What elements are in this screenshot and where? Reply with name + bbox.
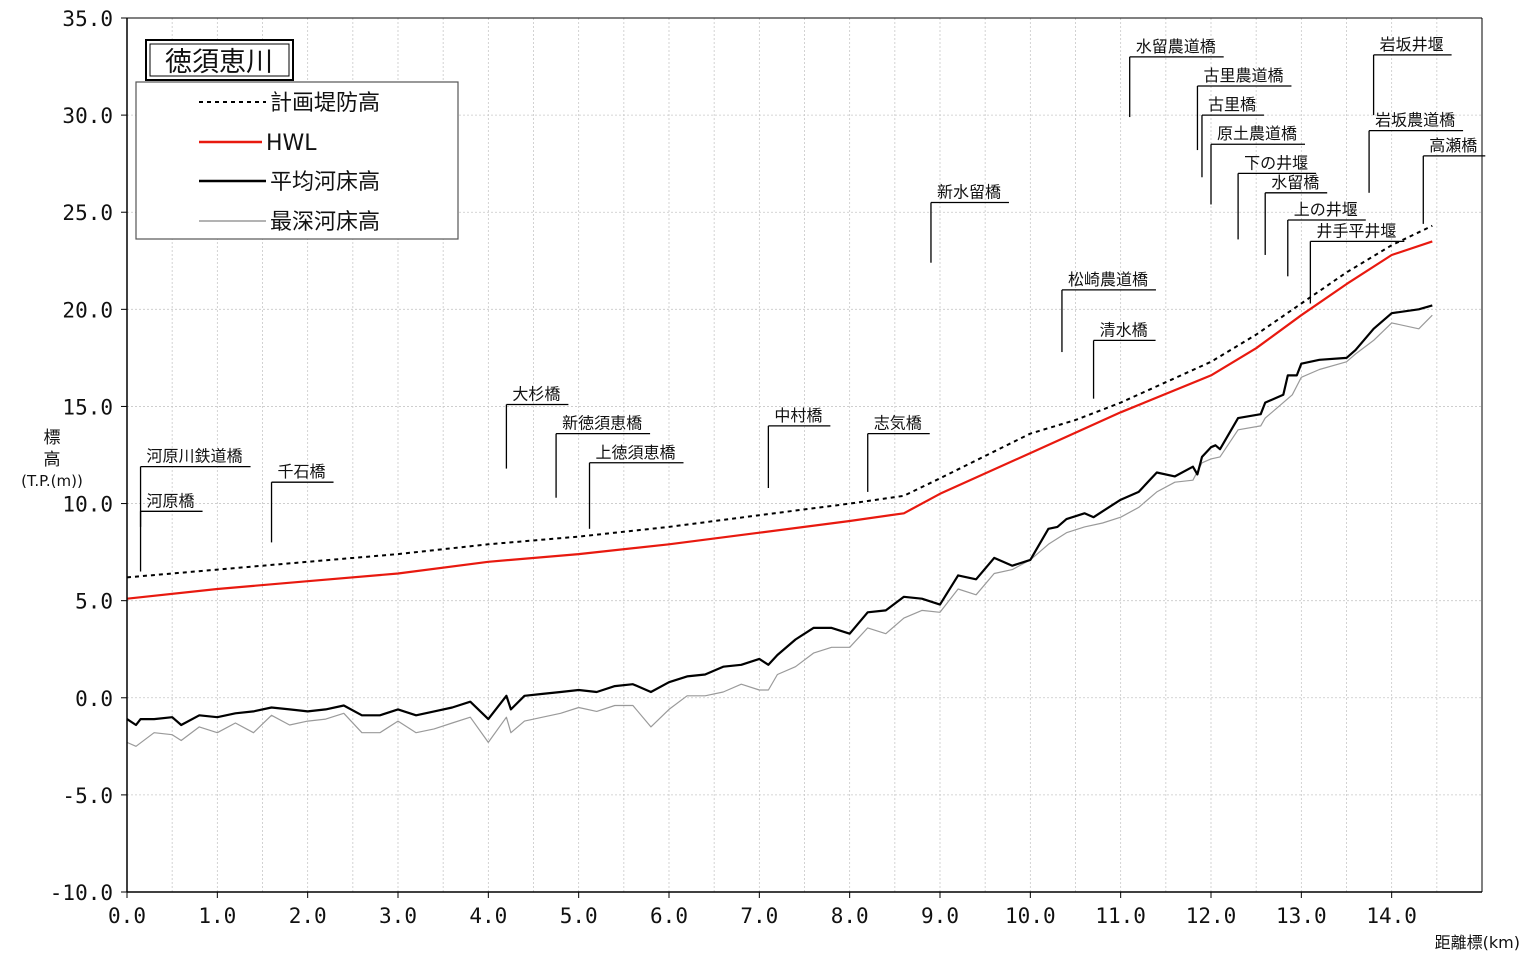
y-axis-label-char-1: 標 bbox=[44, 428, 61, 448]
bridge-marker: 下の井堰 bbox=[1237, 153, 1317, 240]
y-tick-label: 0.0 bbox=[75, 687, 113, 711]
bridge-label: 古里橋 bbox=[1208, 95, 1256, 114]
bridge-marker: 大杉橋 bbox=[505, 385, 569, 469]
bridge-label: 清水橋 bbox=[1100, 320, 1148, 339]
bridge-label: 河原川鉄道橋 bbox=[147, 447, 243, 466]
legend-label-plan-levee: 計画堤防高 bbox=[270, 91, 380, 116]
bridge-label: 志気橋 bbox=[874, 414, 922, 433]
legend-item-plan-levee: 計画堤防高 bbox=[199, 91, 380, 116]
legend: 計画堤防高 HWL 平均河床高 最深河床高 bbox=[135, 81, 459, 240]
bridge-label: 岩坂井堰 bbox=[1380, 35, 1444, 54]
bridge-label: 下の井堰 bbox=[1244, 153, 1308, 172]
y-tick-label: 10.0 bbox=[62, 493, 113, 517]
legend-label-hwl: HWL bbox=[266, 131, 317, 156]
chart-title: 徳須恵川 bbox=[145, 39, 294, 81]
y-tick-labels: -10.0 -5.0 0.0 5.0 10.0 15.0 20.0 25.0 30.0 35.0 bbox=[50, 7, 127, 905]
legend-item-mean-bed: 平均河床高 bbox=[199, 170, 380, 195]
x-tick-label: 14.0 bbox=[1366, 904, 1417, 928]
bridge-label: 上徳須恵橋 bbox=[596, 443, 676, 462]
bridge-label: 上の井堰 bbox=[1294, 200, 1358, 219]
x-tick-label: 2.0 bbox=[289, 904, 327, 928]
legend-label-mean-bed: 平均河床高 bbox=[270, 170, 380, 195]
bridge-marker: 岩坂井堰 bbox=[1372, 35, 1452, 116]
y-axis-label-unit: (T.P.(m)) bbox=[21, 472, 83, 490]
bridge-label: 新徳須恵橋 bbox=[562, 414, 642, 433]
bridge-marker: 原土農道橋 bbox=[1210, 124, 1305, 205]
bridge-marker: 新徳須恵橋 bbox=[555, 414, 651, 498]
bridge-label: 松崎農道橋 bbox=[1068, 270, 1148, 289]
x-tick-label: 10.0 bbox=[1005, 904, 1056, 928]
bridge-marker: 河原橋 bbox=[139, 491, 203, 572]
bridge-marker: 千石橋 bbox=[270, 462, 334, 543]
bridge-marker: 上徳須恵橋 bbox=[588, 443, 684, 529]
y-tick-label: 20.0 bbox=[62, 298, 113, 322]
y-tick-label: 30.0 bbox=[62, 104, 113, 128]
bridge-marker: 井手平井堰 bbox=[1309, 221, 1405, 304]
bridge-marker: 新水留橋 bbox=[930, 183, 1009, 263]
bridge-marker: 古里橋 bbox=[1201, 95, 1264, 178]
legend-item-deepest-bed: 最深河床高 bbox=[199, 210, 380, 235]
series-plan-levee-height bbox=[126, 224, 1433, 579]
bridge-label: 新水留橋 bbox=[937, 183, 1001, 202]
x-tick-label: 4.0 bbox=[469, 904, 507, 928]
y-tick-label: -10.0 bbox=[50, 881, 113, 905]
x-tick-label: 1.0 bbox=[198, 904, 236, 928]
x-tick-label: 12.0 bbox=[1186, 904, 1237, 928]
bridge-label: 千石橋 bbox=[278, 462, 326, 481]
series-mean-bed-height bbox=[126, 304, 1433, 727]
y-tick-label: 5.0 bbox=[75, 590, 113, 614]
bridge-marker: 中村橋 bbox=[767, 406, 831, 489]
x-tick-label: 7.0 bbox=[740, 904, 778, 928]
series-layer bbox=[126, 224, 1433, 747]
legend-label-deepest-bed: 最深河床高 bbox=[270, 210, 380, 235]
chart-title-text: 徳須恵川 bbox=[165, 47, 273, 78]
x-tick-label: 9.0 bbox=[921, 904, 959, 928]
series-deepest-bed-height bbox=[126, 314, 1433, 747]
bridge-label: 井手平井堰 bbox=[1316, 221, 1396, 240]
bridge-marker: 松崎農道橋 bbox=[1061, 270, 1156, 353]
bridge-label: 河原橋 bbox=[147, 491, 195, 510]
x-tick-label: 8.0 bbox=[831, 904, 869, 928]
bridge-label: 古里農道橋 bbox=[1203, 66, 1283, 85]
x-tick-label: 5.0 bbox=[560, 904, 598, 928]
bridge-marker: 上の井堰 bbox=[1287, 200, 1366, 277]
y-tick-label: 25.0 bbox=[62, 201, 113, 225]
x-tick-labels: 0.0 1.0 2.0 3.0 4.0 5.0 6.0 7.0 8.0 9.0 10.0 11.0 12… bbox=[108, 892, 1417, 928]
y-tick-label: -5.0 bbox=[62, 784, 113, 808]
bridge-label: 水留橋 bbox=[1271, 173, 1319, 192]
bridge-marker: 水留農道橋 bbox=[1129, 37, 1224, 118]
x-tick-label: 6.0 bbox=[650, 904, 688, 928]
bridge-marker: 河原川鉄道橋 bbox=[139, 447, 251, 527]
bridge-label: 岩坂農道橋 bbox=[1375, 111, 1455, 130]
bridge-marker: 古里農道橋 bbox=[1196, 66, 1292, 151]
x-axis-label: 距離標(km) bbox=[1435, 933, 1520, 952]
x-tick-label: 13.0 bbox=[1276, 904, 1327, 928]
bridge-marker: 清水橋 bbox=[1092, 320, 1156, 399]
bridge-marker: 水留橋 bbox=[1264, 173, 1328, 255]
axes bbox=[126, 17, 1483, 893]
y-tick-label: 35.0 bbox=[62, 7, 113, 31]
y-axis-label-char-2: 高 bbox=[44, 450, 61, 470]
bridge-label: 中村橋 bbox=[774, 406, 822, 425]
bridge-marker: 志気橋 bbox=[867, 414, 930, 492]
bridge-marker: 高瀬橋 bbox=[1422, 136, 1486, 224]
bridge-label: 原土農道橋 bbox=[1217, 124, 1297, 143]
bridge-label: 高瀬橋 bbox=[1429, 136, 1477, 155]
x-tick-label: 3.0 bbox=[379, 904, 417, 928]
bridge-marker: 岩坂農道橋 bbox=[1368, 111, 1464, 193]
y-tick-label: 15.0 bbox=[62, 395, 113, 419]
series-hwl bbox=[126, 240, 1433, 600]
x-tick-label: 0.0 bbox=[108, 904, 146, 928]
bridge-label: 水留農道橋 bbox=[1136, 37, 1216, 56]
bridge-label: 大杉橋 bbox=[512, 385, 560, 404]
x-tick-label: 11.0 bbox=[1095, 904, 1146, 928]
legend-item-hwl: HWL bbox=[199, 131, 317, 156]
